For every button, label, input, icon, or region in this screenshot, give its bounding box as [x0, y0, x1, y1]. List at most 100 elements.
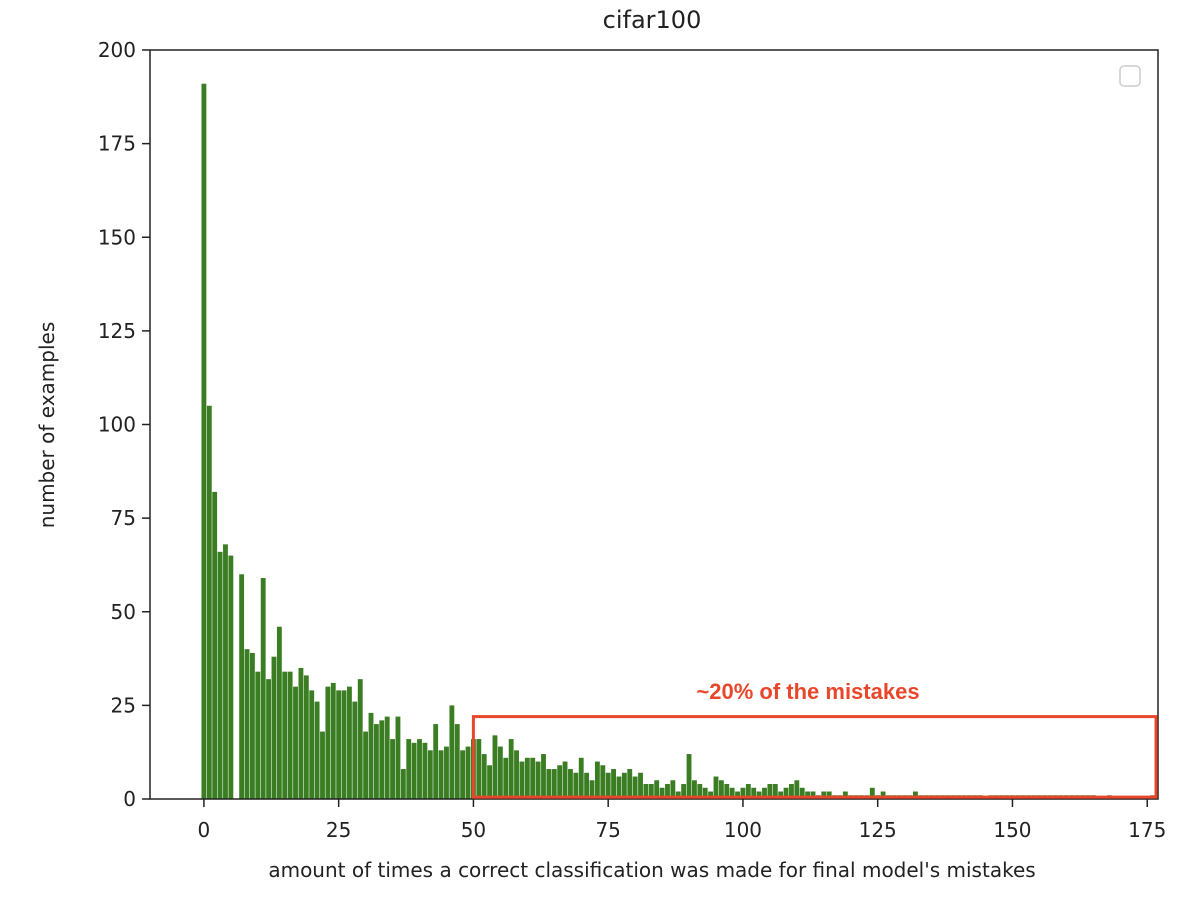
x-axis-ticks: 0 25 50 75 100 125 150 175: [198, 799, 1166, 842]
bar: [541, 754, 546, 799]
bar: [535, 761, 541, 799]
bar: [778, 791, 784, 799]
bar: [373, 724, 379, 799]
bar: [476, 739, 482, 799]
bar: [686, 754, 692, 799]
bar: [449, 705, 455, 800]
y-tick-label: 75: [111, 506, 136, 530]
bar: [794, 780, 800, 799]
bar: [400, 769, 406, 799]
y-axis-label: number of examples: [35, 322, 59, 529]
bar: [503, 757, 509, 799]
bar: [384, 716, 390, 799]
bar: [821, 791, 827, 799]
bar: [206, 405, 212, 799]
bar: [454, 724, 460, 799]
bar: [670, 780, 676, 799]
bar: [314, 701, 320, 799]
bar: [244, 649, 250, 799]
bar: [212, 491, 218, 799]
bar: [411, 742, 417, 799]
bar: [379, 720, 385, 799]
bar: [287, 671, 293, 799]
bar: [616, 776, 622, 799]
bar: [713, 776, 719, 799]
bar: [756, 791, 762, 799]
bar: [745, 784, 751, 799]
bar: [643, 784, 649, 799]
bar: [869, 787, 875, 799]
bar: [427, 750, 433, 799]
y-axis-ticks: 0 25 50 75 100 125 150 175 200: [98, 38, 150, 811]
bar: [740, 787, 746, 799]
x-tick-label: 50: [461, 818, 486, 842]
bar: [702, 787, 708, 799]
bar: [481, 754, 487, 799]
bar: [648, 784, 654, 799]
bar: [654, 780, 660, 799]
bar: [573, 772, 579, 799]
bar: [368, 712, 374, 799]
bar: [357, 679, 363, 799]
bar: [325, 686, 331, 799]
bar: [293, 686, 298, 799]
bar: [352, 701, 358, 799]
bar: [330, 682, 336, 799]
bar: [772, 784, 778, 799]
bar: [913, 791, 918, 799]
bar: [298, 667, 304, 799]
bar: [751, 787, 757, 799]
bar: [282, 671, 288, 799]
bar: [735, 791, 740, 799]
bar: [487, 765, 493, 799]
annotation-box: [471, 715, 1158, 799]
bar: [762, 787, 767, 799]
bar: [433, 724, 439, 799]
bar: [578, 757, 584, 799]
x-tick-label: 0: [198, 818, 211, 842]
bar: [390, 739, 395, 799]
bar: [497, 746, 503, 799]
bar: [271, 656, 277, 799]
bar: [303, 675, 309, 799]
bar: [309, 690, 315, 799]
bar: [217, 551, 223, 799]
bar: [605, 772, 611, 799]
bar: [692, 780, 697, 799]
bar: [783, 787, 789, 799]
x-tick-label: 25: [326, 818, 351, 842]
bar: [557, 765, 563, 799]
bar: [842, 791, 848, 799]
plot-area: [150, 50, 1158, 799]
bar: [805, 791, 811, 799]
annotation-group: ~20% of the mistakes: [471, 679, 1158, 799]
bar: [724, 784, 730, 799]
annotation-label: ~20% of the mistakes: [696, 679, 919, 704]
bar: [266, 679, 272, 799]
bar: [551, 769, 557, 799]
bar: [810, 791, 816, 799]
y-tick-label: 150: [98, 225, 136, 249]
x-tick-label: 100: [724, 818, 762, 842]
bar: [276, 626, 282, 799]
x-tick-label: 125: [859, 818, 897, 842]
y-tick-label: 100: [98, 413, 136, 437]
bar: [627, 769, 633, 799]
bar: [675, 791, 681, 799]
bar: [611, 769, 616, 799]
bar: [395, 716, 401, 799]
bar: [638, 772, 643, 799]
y-tick-label: 200: [98, 38, 136, 62]
plot-frame: [149, 49, 1159, 800]
bars-group: [201, 83, 1156, 800]
x-axis-label: amount of times a correct classification…: [268, 858, 1035, 882]
bar: [465, 746, 471, 799]
bar: [589, 780, 595, 799]
legend-empty-box: [1119, 65, 1141, 87]
bar: [799, 787, 805, 799]
y-tick-label: 125: [98, 319, 136, 343]
bar: [632, 776, 638, 799]
chart-title: cifar100: [603, 6, 702, 34]
bar: [826, 791, 832, 799]
bar: [600, 765, 606, 799]
